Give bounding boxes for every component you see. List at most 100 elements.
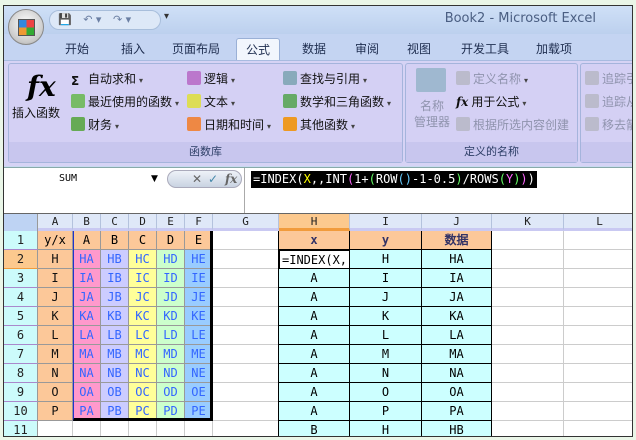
tab-8[interactable]: 加载项 <box>535 42 572 56</box>
tab-4[interactable]: 数据 <box>301 42 326 56</box>
table1-cell[interactable]: LA <box>73 326 101 345</box>
table2-cell[interactable]: LA <box>422 326 492 345</box>
table1-cell[interactable]: OA <box>73 383 101 402</box>
table1-cell[interactable]: JE <box>185 288 213 307</box>
cell[interactable] <box>564 364 632 383</box>
use-in-formula-button[interactable]: fx 用于公式 ▾ <box>456 95 527 109</box>
row-header-6[interactable]: 6 <box>4 326 38 345</box>
cancel-button[interactable]: ✕ <box>192 172 203 186</box>
table1-cell[interactable]: K <box>38 307 73 326</box>
table2-cell[interactable]: HB <box>422 421 492 436</box>
row-header-8[interactable]: 8 <box>4 364 38 383</box>
cell[interactable] <box>213 345 279 364</box>
table1-cell[interactable]: PC <box>129 402 157 421</box>
table2-cell[interactable]: N <box>350 364 422 383</box>
table1-cell[interactable]: MC <box>129 345 157 364</box>
table1-cell[interactable]: JD <box>157 288 185 307</box>
table2-cell[interactable]: A <box>279 364 350 383</box>
table1-header-cell[interactable]: D <box>157 231 185 250</box>
cell[interactable] <box>492 421 564 436</box>
cell[interactable] <box>492 364 564 383</box>
table1-cell[interactable]: I <box>38 269 73 288</box>
remove-arrows-button[interactable]: 移去箭 <box>585 116 632 133</box>
table1-cell[interactable]: MA <box>73 345 101 364</box>
text-button[interactable]: 文本 ▾ <box>187 93 235 110</box>
active-cell-editor[interactable]: =INDEX(X, <box>279 250 350 269</box>
trace-precedents-button[interactable]: 追踪引 <box>585 70 632 87</box>
cell[interactable] <box>564 402 632 421</box>
table1-cell[interactable]: N <box>38 364 73 383</box>
table1-cell[interactable]: NB <box>101 364 129 383</box>
table1-cell[interactable]: LB <box>101 326 129 345</box>
table1-header-cell[interactable]: A <box>73 231 101 250</box>
cell[interactable] <box>213 250 279 269</box>
table2-cell[interactable]: O <box>350 383 422 402</box>
cell[interactable] <box>73 421 101 436</box>
table2-header-cell[interactable]: x <box>279 231 350 250</box>
table1-cell[interactable]: PE <box>185 402 213 421</box>
redo-button[interactable]: ↷ ▾ <box>112 13 132 26</box>
table1-cell[interactable]: HC <box>129 250 157 269</box>
table2-cell[interactable]: P <box>350 402 422 421</box>
cell[interactable] <box>492 307 564 326</box>
cell[interactable] <box>492 345 564 364</box>
cell[interactable] <box>492 326 564 345</box>
table2-cell[interactable]: L <box>350 326 422 345</box>
table2-cell[interactable]: OA <box>422 383 492 402</box>
row-header-5[interactable]: 5 <box>4 307 38 326</box>
date-time-button[interactable]: 日期和时间 ▾ <box>187 116 271 133</box>
logical-button[interactable]: 逻辑 ▾ <box>187 70 235 87</box>
table2-cell[interactable]: K <box>350 307 422 326</box>
table1-cell[interactable]: KE <box>185 307 213 326</box>
table1-cell[interactable]: LE <box>185 326 213 345</box>
cell[interactable] <box>213 288 279 307</box>
table2-cell[interactable]: IA <box>422 269 492 288</box>
cell[interactable] <box>101 421 129 436</box>
table1-cell[interactable]: PB <box>101 402 129 421</box>
row-header-4[interactable]: 4 <box>4 288 38 307</box>
table1-cell[interactable]: JA <box>73 288 101 307</box>
table1-cell[interactable]: ID <box>157 269 185 288</box>
table1-cell[interactable]: IC <box>129 269 157 288</box>
cell[interactable] <box>213 383 279 402</box>
cell[interactable] <box>38 421 73 436</box>
table1-cell[interactable]: IB <box>101 269 129 288</box>
table1-header-cell[interactable]: E <box>185 231 213 250</box>
table2-cell[interactable]: M <box>350 345 422 364</box>
cell[interactable] <box>492 288 564 307</box>
column-header-L[interactable]: L <box>564 214 632 231</box>
table1-cell[interactable]: OE <box>185 383 213 402</box>
table1-cell[interactable]: O <box>38 383 73 402</box>
table1-cell[interactable]: NC <box>129 364 157 383</box>
table1-cell[interactable]: KB <box>101 307 129 326</box>
table2-cell[interactable]: A <box>279 326 350 345</box>
table2-cell[interactable]: A <box>279 269 350 288</box>
table1-header-cell[interactable]: C <box>129 231 157 250</box>
cell[interactable] <box>185 421 213 436</box>
table2-cell[interactable]: A <box>279 402 350 421</box>
math-trig-button[interactable]: 数学和三角函数 ▾ <box>283 93 391 110</box>
cell[interactable] <box>213 421 279 436</box>
column-header-G[interactable]: G <box>213 214 279 231</box>
cell[interactable] <box>157 421 185 436</box>
create-from-selection-button[interactable]: 根据所选内容创建 <box>456 116 569 133</box>
table2-cell[interactable]: PA <box>422 402 492 421</box>
recently-used-button[interactable]: 最近使用的函数 ▾ <box>71 93 179 110</box>
column-header-I[interactable]: I <box>350 214 422 231</box>
table1-cell[interactable]: JB <box>101 288 129 307</box>
cell[interactable] <box>492 402 564 421</box>
table1-cell[interactable]: OB <box>101 383 129 402</box>
table1-cell[interactable]: ND <box>157 364 185 383</box>
table2-cell[interactable]: A <box>279 383 350 402</box>
cell[interactable] <box>213 326 279 345</box>
name-box[interactable]: SUM <box>59 173 78 184</box>
table1-cell[interactable]: LC <box>129 326 157 345</box>
row-header-1[interactable]: 1 <box>4 231 38 250</box>
table1-cell[interactable]: L <box>38 326 73 345</box>
table1-cell[interactable]: ME <box>185 345 213 364</box>
cell[interactable] <box>564 269 632 288</box>
cell[interactable] <box>564 383 632 402</box>
cell[interactable] <box>564 231 632 250</box>
table1-cell[interactable]: NA <box>73 364 101 383</box>
table1-cell[interactable]: LD <box>157 326 185 345</box>
